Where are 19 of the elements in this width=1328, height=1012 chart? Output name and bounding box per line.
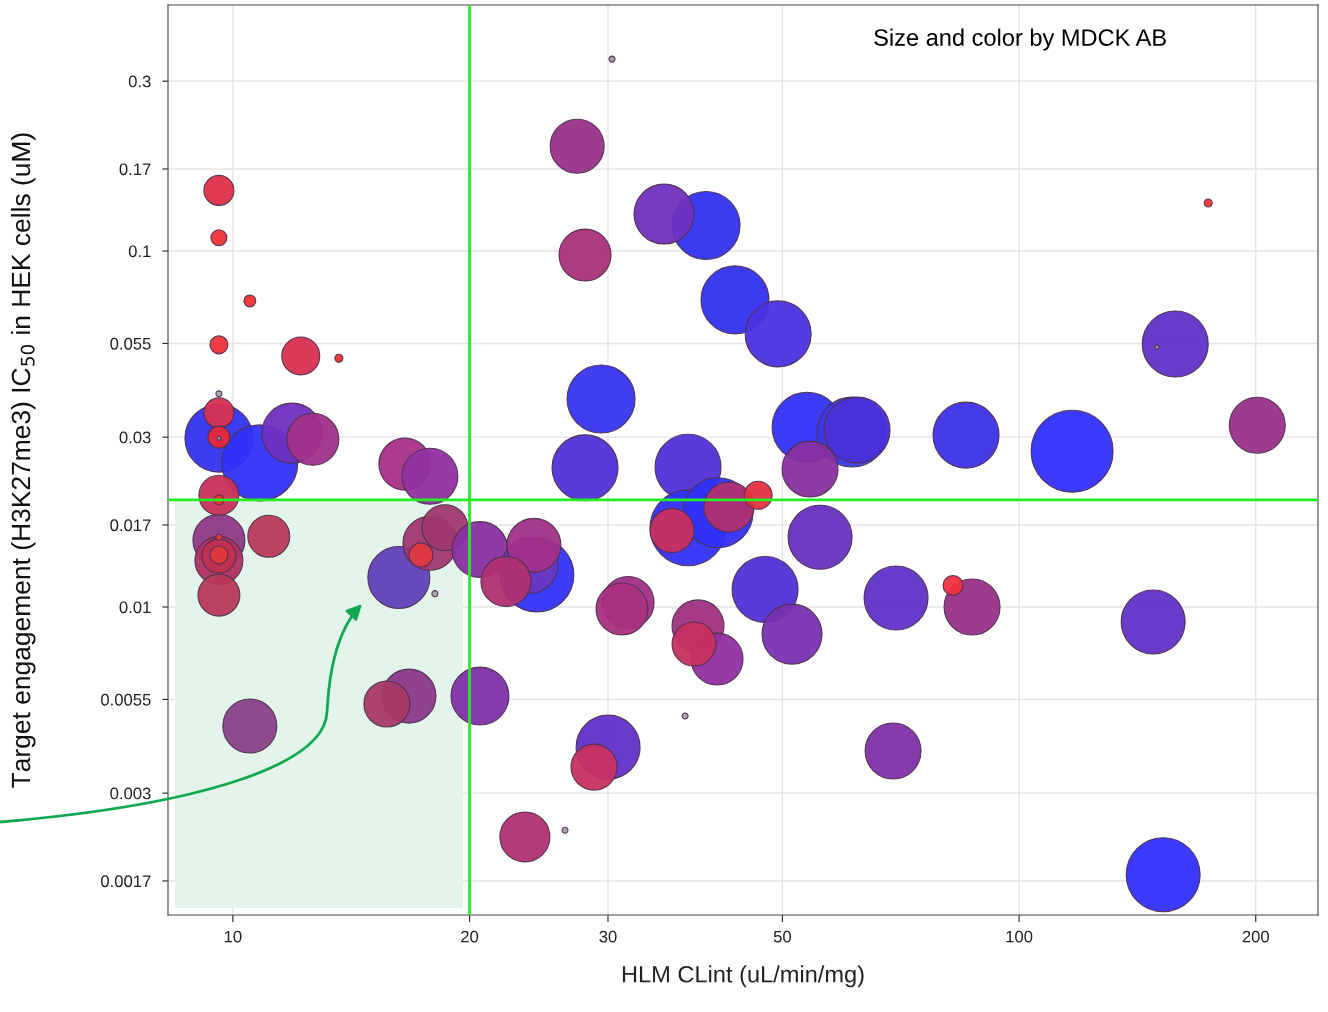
annotation: Size and color by MDCK AB (874, 28, 1166, 51)
y-tick-label: 0.01 (119, 601, 151, 614)
y-tick-label: 0.3 (128, 75, 151, 88)
y-tick-label: 0.1 (128, 245, 151, 258)
y-tick-label: 0.0017 (101, 875, 151, 888)
y-tick-label: 0.003 (110, 787, 151, 800)
y-tick-label: 0.03 (119, 431, 151, 444)
y-tick-label: 0.017 (110, 519, 151, 532)
y-tick-label: 0.055 (110, 337, 151, 350)
x-axis-title: HLM CLint (uL/min/mg) (622, 965, 864, 988)
x-tick-label: 20 (461, 930, 479, 943)
x-tick-label: 100 (1006, 930, 1033, 943)
y-tick-label: 0.0055 (101, 693, 151, 706)
x-tick-label: 200 (1242, 930, 1269, 943)
y-axis-title: Target engagement (H3K27me3) IC$_{50}$ in HEK cells (uM) (10, 133, 36, 788)
x-tick-label: 10 (224, 930, 242, 943)
y-tick-label: 0.17 (119, 163, 151, 176)
x-tick-label: 30 (599, 930, 617, 943)
x-tick-label: 50 (773, 930, 792, 943)
